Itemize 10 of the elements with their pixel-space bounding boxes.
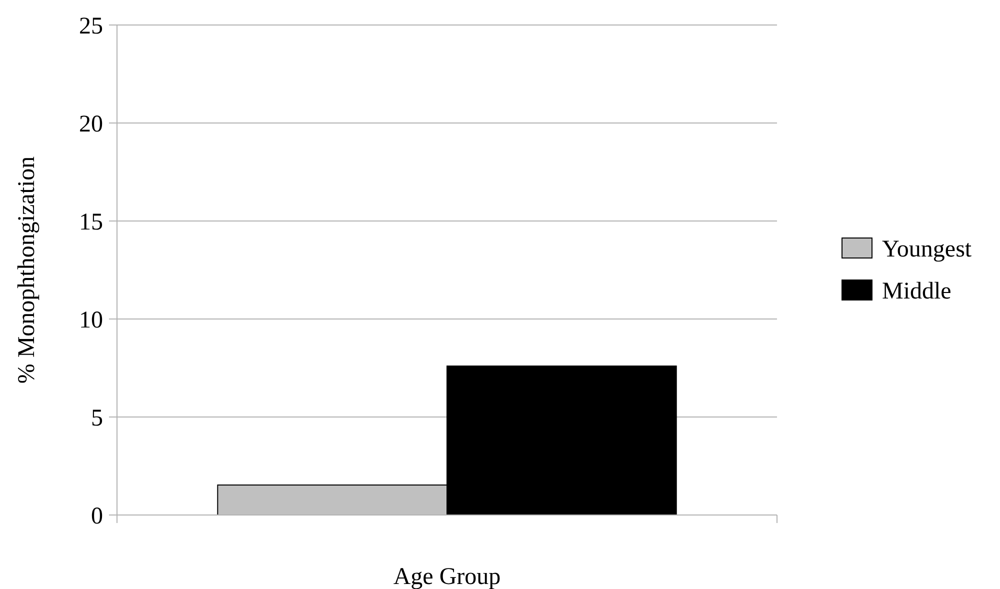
y-tick-label: 20 [79, 111, 103, 138]
y-tick-label: 15 [79, 209, 103, 236]
y-axis-title: % Monophthongization [14, 156, 40, 384]
y-tick-label: 0 [91, 503, 103, 530]
legend-label: Youngest [882, 236, 972, 262]
legend-label: Middle [882, 278, 952, 304]
y-tick-label: 25 [79, 13, 103, 40]
y-tick-label: 10 [79, 307, 103, 334]
y-tick-label: 5 [91, 405, 103, 432]
x-axis-title: Age Group [393, 564, 501, 589]
